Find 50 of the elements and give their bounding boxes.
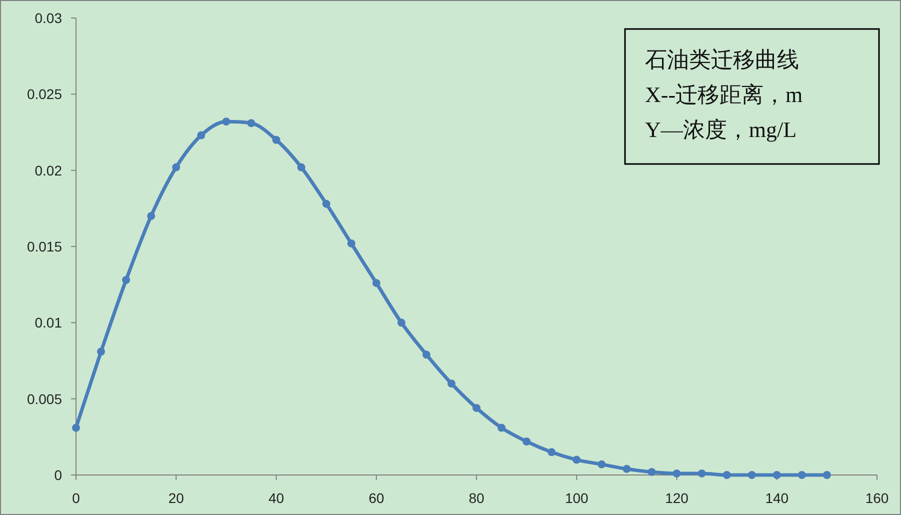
point <box>748 471 756 479</box>
point <box>522 437 531 446</box>
point <box>822 471 831 479</box>
x-tick-label: 100 <box>564 490 589 506</box>
point <box>272 136 280 144</box>
point <box>397 318 406 327</box>
y-tick-label: 0.005 <box>26 390 62 407</box>
point <box>472 404 480 412</box>
point <box>147 212 156 220</box>
point <box>122 276 130 284</box>
point <box>722 471 731 479</box>
x-tick-label: 40 <box>268 490 284 506</box>
x-tick-label: 60 <box>368 490 384 506</box>
point <box>698 469 706 478</box>
point <box>772 471 781 479</box>
point <box>798 471 806 479</box>
y-tick-label: 0.025 <box>26 86 62 102</box>
point <box>72 424 80 432</box>
point <box>372 279 380 288</box>
point <box>498 424 506 432</box>
x-tick-label: 20 <box>168 490 184 506</box>
x-tick-label: 140 <box>765 490 789 506</box>
point <box>197 131 206 140</box>
point <box>648 468 656 476</box>
point <box>297 163 306 172</box>
y-tick-label: 0 <box>54 467 62 483</box>
point <box>548 448 556 456</box>
point <box>172 163 180 172</box>
point <box>447 380 456 388</box>
point <box>347 239 356 248</box>
x-tick-label: 120 <box>665 490 689 506</box>
y-tick-label: 0.01 <box>34 314 62 331</box>
point <box>598 460 606 468</box>
point <box>422 350 430 359</box>
point <box>672 469 681 478</box>
point <box>322 200 330 208</box>
annotation: X--迁移距离，m <box>645 82 803 107</box>
point <box>222 118 230 126</box>
point <box>622 464 631 473</box>
point <box>97 348 106 356</box>
point <box>247 119 256 128</box>
y-tick-label: 0.015 <box>26 238 62 254</box>
y-tick-label: 0.03 <box>34 10 62 26</box>
x-tick-label: 80 <box>468 490 484 506</box>
annotation: 石油类迁移曲线 <box>645 47 799 72</box>
x-tick-label: 160 <box>865 490 889 506</box>
x-tick-label: 0 <box>72 490 80 506</box>
point <box>572 456 581 464</box>
annotation: Y—浓度，mg/L <box>645 117 797 142</box>
y-tick-label: 0.02 <box>34 162 62 178</box>
